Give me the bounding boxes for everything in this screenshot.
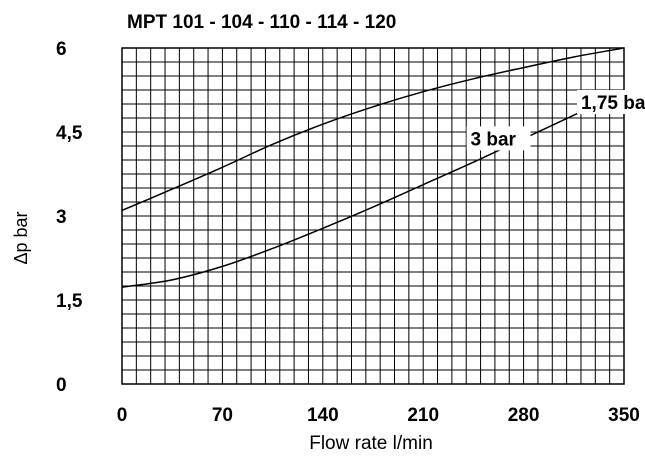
series-line-1 bbox=[121, 47, 625, 212]
y-tick-label: 3 bbox=[56, 207, 67, 228]
x-tick-label: 0 bbox=[117, 405, 128, 426]
y-tick-label: 4,5 bbox=[56, 123, 83, 144]
x-axis-label: Flow rate l/min bbox=[309, 433, 433, 454]
y-tick-label: 1,5 bbox=[56, 291, 83, 312]
y-tick-label: 6 bbox=[56, 39, 67, 60]
chart-title: MPT 101 - 104 - 110 - 114 - 120 bbox=[127, 12, 396, 33]
series-label-box bbox=[466, 126, 531, 151]
series-label-box bbox=[576, 90, 645, 114]
y-tick-label: 0 bbox=[56, 375, 67, 396]
series-labels: 3 bar 1,75 bar bbox=[466, 90, 645, 151]
series-label: 3 bar bbox=[471, 129, 517, 150]
x-tick-label: 210 bbox=[407, 405, 439, 426]
x-tick-label: 280 bbox=[508, 405, 540, 426]
tick-labels: 0 70 140 210 280 350 0 1,5 3 4,5 6 bbox=[56, 39, 640, 426]
series-line-2 bbox=[121, 91, 625, 288]
x-tick-label: 140 bbox=[307, 405, 339, 426]
series-layer bbox=[121, 47, 625, 288]
series-label: 1,75 bar bbox=[581, 93, 645, 114]
plot-border bbox=[121, 47, 625, 385]
x-tick-label: 70 bbox=[212, 405, 233, 426]
grid bbox=[122, 48, 624, 384]
x-tick-label: 350 bbox=[608, 405, 640, 426]
plot-frame bbox=[121, 47, 625, 385]
y-axis-label: Δp bar bbox=[11, 211, 31, 264]
